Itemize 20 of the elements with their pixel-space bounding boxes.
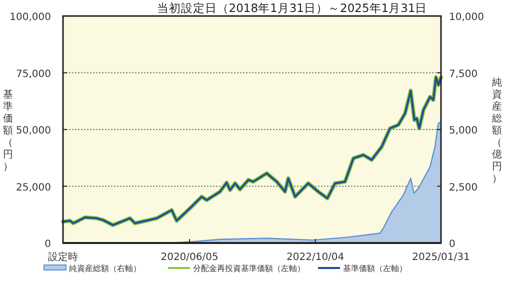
y2-tick-label: 10,000	[449, 12, 484, 23]
x-tick-label: 2025/01/31	[412, 252, 470, 263]
y2-tick-label: 2,500	[449, 182, 478, 194]
y-tick-label: 50,000	[16, 126, 51, 136]
chart-title: 当初設定日（2018年1月31日）～2025年1月31日	[156, 1, 428, 15]
y-tick-label: 0	[44, 239, 51, 250]
y-tick-label: 25,000	[16, 182, 51, 194]
y2-tick-label: 5,000	[449, 126, 478, 136]
x-tick-label: 2022/10/04	[286, 252, 344, 263]
legend-label: 純資産総額（右軸）	[69, 264, 141, 273]
legend-label: 基準価額（左軸）	[343, 264, 407, 273]
x-tick-label: 設定時	[48, 251, 78, 263]
y2-tick-label: 7,500	[449, 68, 478, 80]
x-tick-label: 2020/06/05	[160, 252, 218, 263]
y-axis-title: 基準価額（円）	[3, 88, 13, 172]
y-tick-label: 100,000	[10, 12, 51, 23]
text: 純資産総額（億円）	[492, 78, 502, 184]
legend-label: 分配金再投資基準価額（左軸）	[193, 264, 305, 273]
y2-tick-label: 0	[449, 239, 456, 250]
y-tick-label: 75,000	[16, 68, 51, 80]
